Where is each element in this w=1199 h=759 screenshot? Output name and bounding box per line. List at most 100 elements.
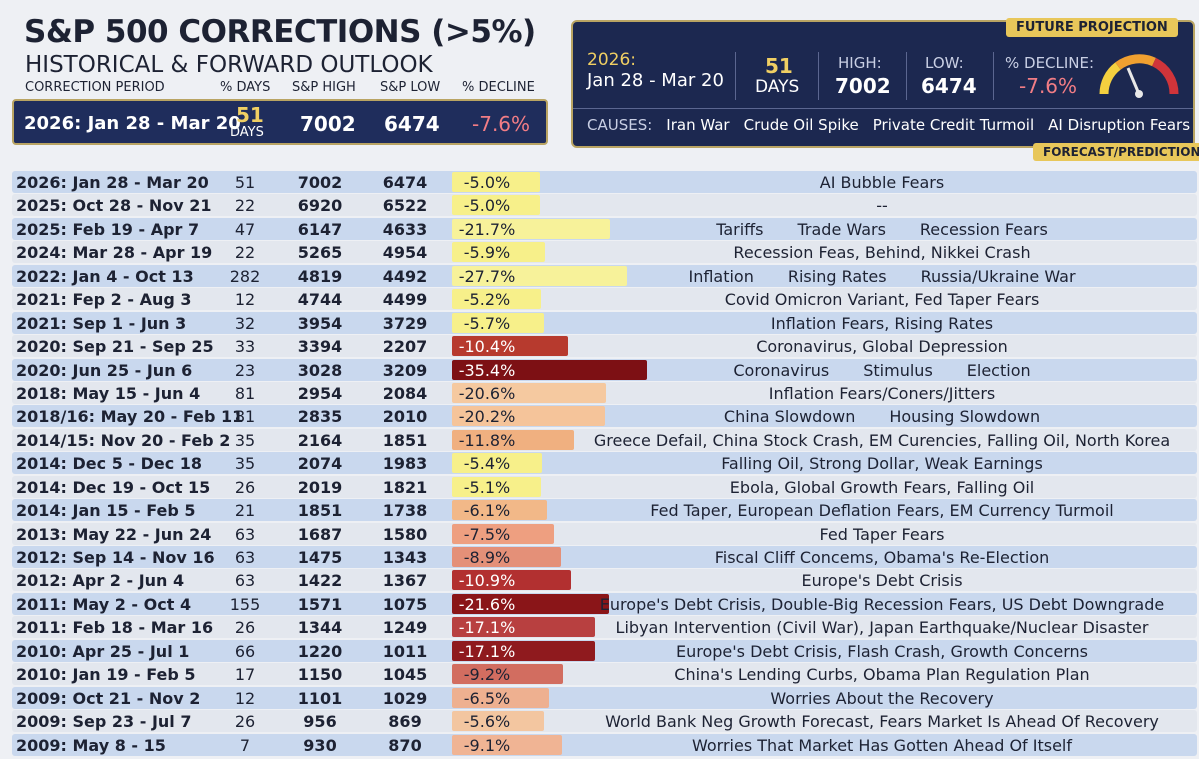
causes: Inflation Fears, Rising Rates: [572, 314, 1192, 333]
high: 6920: [297, 196, 343, 216]
low: 1075: [382, 594, 428, 614]
projection-cause: Crude Oil Spike: [743, 116, 859, 134]
decline: -10.9%: [458, 571, 516, 591]
cause: China Slowdown: [723, 407, 856, 427]
causes: Europe's Debt Crisis, Flash Crash, Growt…: [572, 642, 1192, 661]
causes: Greece Defail, China Stock Crash, EM Cur…: [572, 431, 1192, 450]
high: 2074: [297, 454, 343, 474]
causes: Fiscal Cliff Concems, Obama's Re-Electio…: [572, 548, 1192, 567]
cause: Tariffs: [716, 219, 764, 239]
period: 2011: May 2 - Oct 4: [16, 594, 192, 614]
period: 2021: Fep 2 - Aug 3: [16, 290, 192, 310]
cause: Europe's Debt Crisis, Double-Big Recessi…: [599, 594, 1165, 614]
high: 1571: [297, 594, 343, 614]
period: 2025: Feb 19 - Apr 7: [16, 219, 200, 239]
decline-bar: [452, 312, 545, 333]
high: 1101: [297, 688, 343, 708]
decline-bar: [452, 570, 571, 591]
period: 2012: Sep 14 - Nov 16: [16, 548, 215, 568]
high: 3028: [297, 360, 343, 380]
highlight-period: 2026: Jan 28 - Mar 20: [24, 113, 241, 134]
cause: Libyan Intervention (Civil War), Japan E…: [615, 618, 1149, 638]
decline: -5.9%: [463, 243, 511, 263]
cause: World Bank Neg Growth Forecast, Fears Ma…: [605, 712, 1159, 732]
table-row: 2014/15: Nov 20 - Feb 2 35 2164 1851 -11.8% G…: [12, 428, 1197, 451]
period: 2014/15: Nov 20 - Feb 2: [16, 430, 231, 450]
cause: Russia/Ukraine War: [920, 266, 1076, 286]
table-row: 2009: May 8 - 15 7 930 870 -9.1% Worries That…: [12, 733, 1197, 756]
low: 1821: [382, 477, 428, 497]
separator: [818, 52, 819, 100]
period: 2026: Jan 28 - Mar 20: [16, 173, 209, 192]
period: 2020: Sep 21 - Sep 25: [16, 337, 214, 357]
high: 1220: [297, 641, 343, 661]
gauge-arc: [1151, 57, 1179, 95]
high: 956: [303, 712, 337, 732]
decline-bar: [452, 172, 540, 192]
low: 1367: [382, 571, 428, 591]
causes: China's Lending Curbs, Obama Plan Regula…: [572, 665, 1192, 684]
low: 4499: [382, 290, 428, 310]
cause: Stimulus: [863, 360, 933, 380]
decline: -5.1%: [463, 477, 511, 497]
days: 81: [234, 407, 256, 427]
causes: Tariffs Trade Wars Recession Fears: [572, 220, 1192, 239]
cause: Worries That Market Has Gotten Ahead Of …: [691, 735, 1073, 755]
cause: Europe's Debt Crisis: [801, 571, 963, 591]
highlight-high: 7002: [300, 112, 356, 136]
decline: -5.7%: [463, 313, 511, 333]
projection-decline: -7.6%: [1019, 74, 1078, 98]
period: 2011: Feb 18 - Mar 16: [16, 618, 214, 638]
causes: China Slowdown Housing Slowdown: [572, 407, 1192, 426]
causes: Coronavirus, Global Depression: [572, 337, 1192, 356]
projection-cause: Iran War: [666, 116, 730, 134]
cause: Recession Feas, Behind, Nikkei Crash: [733, 243, 1031, 263]
projection-days: 51: [765, 54, 793, 78]
cause: Coronavirus, Global Depression: [756, 337, 1008, 357]
decline: -5.0%: [463, 173, 511, 192]
period: 2018: May 15 - Jun 4: [16, 383, 201, 403]
low: 1983: [382, 454, 428, 474]
period: 2010: Apr 25 - Jul 1: [16, 641, 190, 661]
table-row: 2010: Jan 19 - Feb 5 17 1150 1045 -9.2% China…: [12, 663, 1197, 686]
gauge: [1099, 54, 1179, 98]
period: 2009: May 8 - 15: [16, 735, 166, 755]
days: 155: [229, 594, 261, 614]
cause: Inflation Fears/Coners/Jitters: [768, 383, 996, 403]
high: 5265: [297, 243, 343, 263]
days: 81: [234, 383, 256, 403]
causes: Coronavirus Stimulus Election: [572, 361, 1192, 380]
causes: Fed Taper Fears: [572, 525, 1192, 544]
days: 26: [234, 712, 256, 732]
decline-bar: [452, 242, 546, 263]
days: 33: [234, 337, 256, 357]
days: 22: [234, 196, 256, 216]
low: 1249: [382, 618, 428, 638]
decline-bar: [452, 195, 540, 216]
cause: Inflation: [688, 266, 754, 286]
decline: -21.6%: [458, 594, 516, 614]
decline: -9.2%: [463, 665, 511, 685]
causes: Recession Feas, Behind, Nikkei Crash: [572, 243, 1192, 262]
separator: [573, 108, 1193, 109]
highlight-low: 6474: [384, 112, 440, 136]
table-row: 2009: Sep 23 - Jul 7 26 956 869 -5.6% World B…: [12, 710, 1197, 733]
projection-decline-label: % DECLINE:: [1005, 54, 1095, 72]
decline-bar: [452, 336, 569, 357]
causes: World Bank Neg Growth Forecast, Fears Ma…: [572, 712, 1192, 731]
table-row: 2026: Jan 28 - Mar 20 51 7002 6474 -5.0% AI B…: [12, 171, 1197, 193]
low: 3729: [382, 313, 428, 333]
period: 2022: Jan 4 - Oct 13: [16, 266, 194, 286]
causes: Libyan Intervention (Civil War), Japan E…: [572, 618, 1192, 637]
low: 6474: [382, 173, 428, 192]
cause: Covid Omicron Variant, Fed Taper Fears: [724, 290, 1040, 310]
period: 2018/16: May 20 - Feb 11: [16, 407, 244, 427]
causes: Europe's Debt Crisis, Double-Big Recessi…: [572, 595, 1192, 614]
decline: -17.1%: [458, 618, 516, 638]
cause: Worries About the Recovery: [770, 688, 994, 708]
low: 3209: [382, 360, 428, 380]
high: 1475: [297, 548, 343, 568]
days: 282: [229, 266, 261, 286]
low: 1011: [382, 641, 428, 661]
